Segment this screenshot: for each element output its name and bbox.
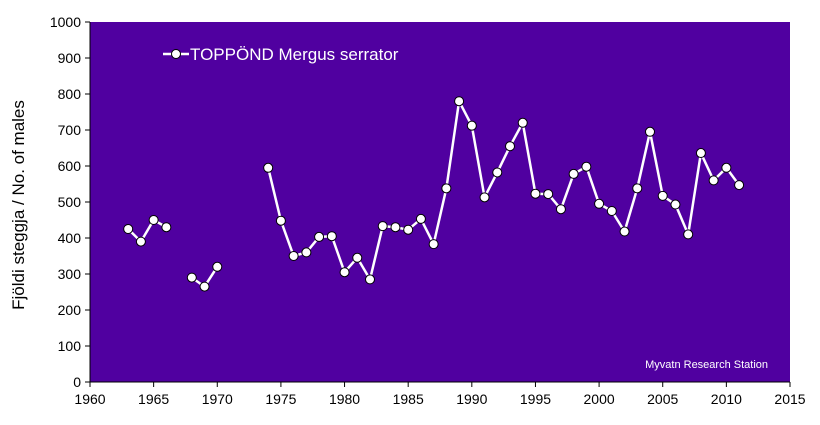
data-point: [428, 239, 439, 250]
data-point: [505, 141, 515, 152]
data-point: [670, 199, 681, 210]
y-tick-label: 200: [58, 302, 82, 318]
x-axis: 1960 1965 1970 1975 1980 1985 1990 1995 2000 2005…: [74, 381, 806, 407]
series-layer: [123, 96, 745, 292]
data-point: [555, 204, 566, 215]
data-point: [403, 224, 414, 235]
y-tick-label: 900: [58, 50, 82, 66]
x-tick-label: 1975: [265, 391, 296, 407]
data-point: [466, 120, 477, 131]
data-point: [454, 96, 465, 107]
data-point: [695, 148, 706, 159]
legend: TOPPÖND Mergus serrator: [163, 45, 399, 64]
data-point: [441, 183, 452, 194]
y-tick-label: 600: [58, 158, 82, 174]
y-tick-label: 800: [58, 86, 82, 102]
data-point: [543, 189, 554, 200]
legend-label: TOPPÖND Mergus serrator: [190, 45, 399, 64]
data-point: [377, 221, 388, 232]
data-point: [415, 213, 426, 224]
data-point: [314, 231, 325, 242]
plot-area: [90, 22, 790, 382]
data-point: [135, 236, 146, 247]
data-point: [530, 188, 541, 199]
data-point: [517, 117, 528, 128]
data-point: [352, 252, 363, 263]
data-point: [390, 222, 401, 233]
y-tick-label: 400: [58, 230, 82, 246]
data-point: [683, 229, 694, 240]
x-tick-label: 1995: [520, 391, 551, 407]
data-point: [568, 168, 579, 179]
x-tick-label: 2010: [711, 391, 742, 407]
y-axis: 0 100 200 300 400 500 600 700 800 900 1000: [50, 14, 91, 390]
data-point: [275, 215, 286, 226]
data-point: [288, 251, 299, 261]
data-point: [708, 175, 719, 186]
y-tick-label: 700: [58, 122, 82, 138]
y-tick-label: 100: [58, 338, 82, 354]
y-tick-label: 300: [58, 266, 82, 282]
data-point: [365, 274, 375, 285]
data-point: [645, 126, 655, 137]
data-point: [479, 192, 490, 203]
data-point: [632, 183, 643, 194]
data-point: [581, 161, 592, 172]
data-point: [263, 162, 274, 173]
data-point: [199, 281, 210, 292]
y-axis-title: Fjöldi steggja / No. of males: [9, 100, 28, 310]
data-point: [148, 215, 159, 225]
data-point: [492, 167, 503, 178]
data-point: [161, 222, 172, 233]
y-tick-label: 500: [58, 194, 82, 210]
x-tick-label: 1965: [138, 391, 169, 407]
data-point: [594, 198, 605, 209]
y-tick-label: 0: [73, 374, 81, 390]
data-point: [657, 190, 668, 201]
x-tick-label: 2000: [584, 391, 615, 407]
x-tick-label: 2005: [647, 391, 678, 407]
x-tick-label: 2015: [774, 391, 805, 407]
x-tick-label: 1990: [456, 391, 487, 407]
x-tick-label: 1970: [202, 391, 233, 407]
x-tick-label: 1980: [329, 391, 360, 407]
data-point: [734, 180, 745, 191]
data-point: [619, 226, 630, 237]
data-point: [326, 231, 337, 242]
data-point: [606, 206, 617, 216]
data-point: [301, 247, 312, 258]
data-point: [212, 261, 223, 272]
x-tick-label: 1985: [393, 391, 424, 407]
data-point: [186, 272, 197, 283]
data-point: [123, 224, 134, 234]
x-tick-label: 1960: [74, 391, 105, 407]
series-line-segment: [127, 218, 167, 243]
data-point: [721, 162, 732, 173]
legend-marker: [171, 49, 181, 59]
data-point: [339, 267, 350, 278]
source-annotation: Myvatn Research Station: [645, 359, 768, 371]
y-tick-label: 1000: [50, 14, 81, 30]
